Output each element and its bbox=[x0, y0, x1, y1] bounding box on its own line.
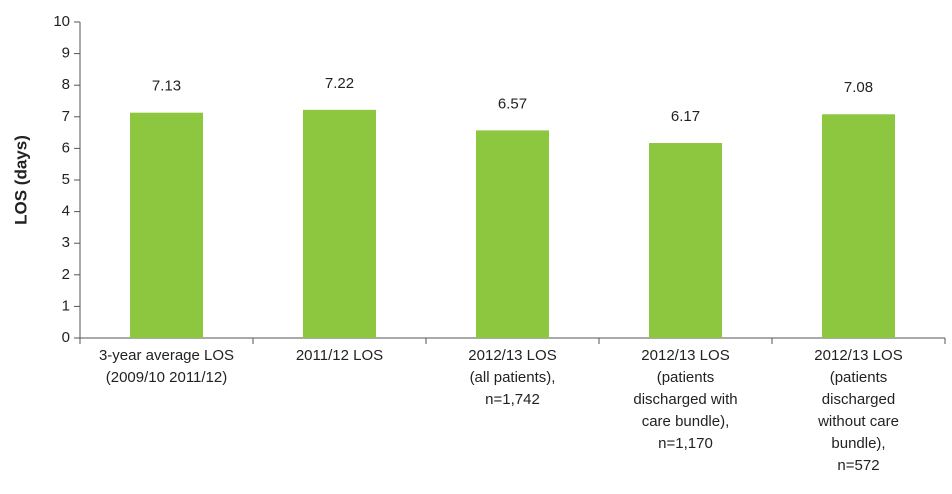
x-tick-label-line: (all patients), bbox=[470, 369, 556, 386]
bar bbox=[476, 130, 549, 338]
y-axis-label: LOS (days) bbox=[11, 135, 30, 225]
data-label: 7.22 bbox=[325, 75, 354, 92]
x-tick-label-line: without care bbox=[817, 413, 899, 430]
x-tick-label: 2012/13 LOS (patients discharged without ca… bbox=[814, 347, 902, 474]
x-tick-label: 2012/13 LOS (patients discharged with care … bbox=[633, 347, 737, 452]
x-tick-label-line: 2011/12 LOS bbox=[296, 347, 383, 364]
y-tick-label: 2 bbox=[62, 266, 70, 283]
y-tick-label: 1 bbox=[62, 297, 70, 314]
data-label: 7.08 bbox=[844, 79, 873, 96]
x-tick-label-line: n=572 bbox=[837, 457, 879, 474]
x-tick-label-line: 3-year average LOS bbox=[99, 347, 234, 364]
y-tick-label: 9 bbox=[62, 45, 70, 62]
x-tick-label-line: discharged bbox=[822, 391, 895, 408]
y-tick-label: 4 bbox=[62, 203, 70, 220]
y-tick-label: 7 bbox=[62, 108, 70, 125]
bar bbox=[130, 112, 203, 338]
x-tick-label-line: (patients bbox=[830, 369, 888, 386]
x-tick-label-line: care bundle), bbox=[642, 413, 730, 430]
x-tick-label-line: (patients bbox=[657, 369, 715, 386]
data-label: 6.57 bbox=[498, 95, 527, 112]
data-label: 6.17 bbox=[671, 108, 700, 125]
bar bbox=[649, 143, 722, 338]
x-tick-label-line: (2009/10 2011/12) bbox=[106, 369, 228, 386]
x-tick-label-line: bundle), bbox=[831, 435, 885, 452]
y-tick-label: 10 bbox=[53, 13, 70, 30]
data-label: 7.13 bbox=[152, 78, 181, 95]
x-tick-label: 2011/12 LOS bbox=[296, 347, 383, 364]
y-tick-label: 0 bbox=[62, 329, 70, 346]
bar bbox=[303, 109, 376, 339]
x-tick-label-line: n=1,170 bbox=[658, 435, 713, 452]
y-tick-label: 8 bbox=[62, 76, 70, 93]
x-tick-label-line: 2012/13 LOS bbox=[468, 347, 556, 364]
x-tick-label: 3-year average LOS (2009/10 2011/12) bbox=[99, 347, 234, 386]
x-tick-label-line: 2012/13 LOS bbox=[814, 347, 902, 364]
x-tick-label-line: n=1,742 bbox=[485, 391, 540, 408]
x-tick-label-line: discharged with bbox=[633, 391, 737, 408]
y-tick-label: 5 bbox=[62, 171, 70, 188]
y-tick-label: 3 bbox=[62, 234, 70, 251]
y-tick-label: 6 bbox=[62, 139, 70, 156]
x-tick-label: 2012/13 LOS (all patients), n=1,742 bbox=[468, 347, 556, 408]
bar bbox=[822, 114, 895, 338]
x-tick-label-line: 2012/13 LOS bbox=[641, 347, 729, 364]
